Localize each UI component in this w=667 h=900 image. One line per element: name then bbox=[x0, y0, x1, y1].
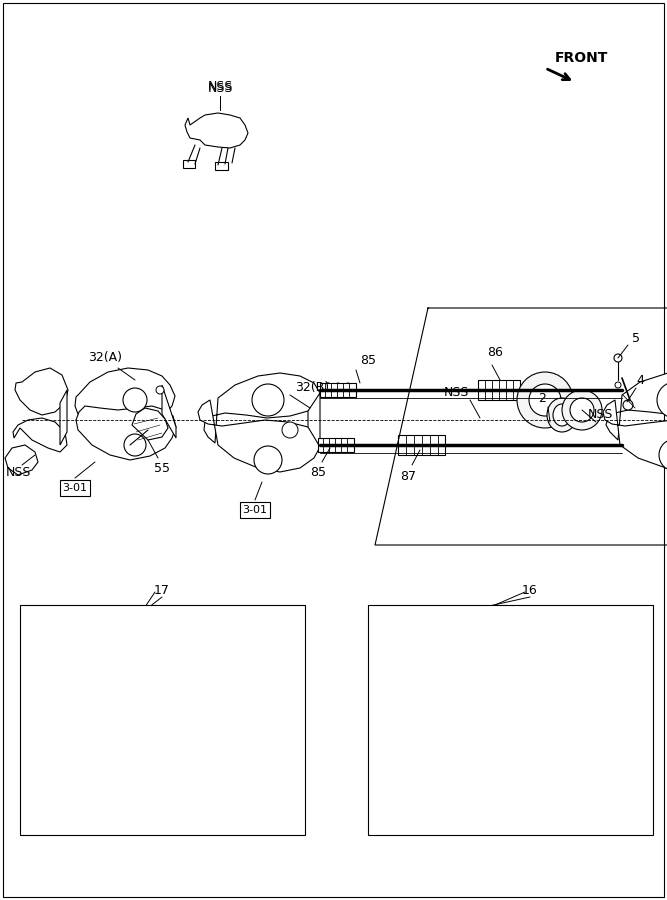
Text: 3-01: 3-01 bbox=[63, 483, 87, 493]
Ellipse shape bbox=[432, 686, 484, 744]
Bar bbox=[20, 605, 305, 835]
Circle shape bbox=[529, 384, 561, 416]
Ellipse shape bbox=[441, 695, 475, 735]
Circle shape bbox=[282, 422, 298, 438]
Text: NSS: NSS bbox=[444, 385, 469, 399]
Ellipse shape bbox=[553, 404, 571, 426]
Ellipse shape bbox=[324, 383, 332, 397]
Polygon shape bbox=[398, 435, 445, 455]
Polygon shape bbox=[204, 373, 320, 443]
Polygon shape bbox=[548, 688, 592, 712]
Text: 5: 5 bbox=[632, 331, 640, 345]
Text: 85: 85 bbox=[582, 653, 598, 667]
Polygon shape bbox=[60, 390, 67, 445]
Text: 85: 85 bbox=[310, 465, 326, 479]
Text: 5: 5 bbox=[566, 632, 574, 644]
Text: NSS: NSS bbox=[418, 649, 443, 662]
Polygon shape bbox=[606, 370, 667, 440]
Ellipse shape bbox=[547, 398, 577, 432]
Polygon shape bbox=[5, 445, 38, 475]
Circle shape bbox=[156, 386, 164, 394]
Circle shape bbox=[623, 400, 633, 410]
Text: NSS: NSS bbox=[5, 465, 31, 479]
Circle shape bbox=[570, 398, 594, 422]
Circle shape bbox=[252, 384, 284, 416]
Circle shape bbox=[548, 656, 556, 664]
Circle shape bbox=[156, 426, 164, 434]
Circle shape bbox=[615, 382, 621, 388]
Text: 32(A): 32(A) bbox=[88, 352, 122, 365]
Polygon shape bbox=[82, 685, 94, 695]
Text: 85: 85 bbox=[360, 354, 376, 366]
Polygon shape bbox=[215, 162, 228, 170]
Polygon shape bbox=[183, 160, 195, 168]
Circle shape bbox=[657, 382, 667, 418]
Polygon shape bbox=[132, 408, 168, 440]
Text: NSS: NSS bbox=[72, 632, 97, 644]
Polygon shape bbox=[138, 668, 205, 718]
Text: 3-01: 3-01 bbox=[243, 505, 267, 515]
Ellipse shape bbox=[454, 696, 486, 734]
Circle shape bbox=[517, 372, 573, 428]
Text: 4: 4 bbox=[636, 374, 644, 386]
Circle shape bbox=[562, 390, 602, 430]
Polygon shape bbox=[320, 383, 356, 397]
Ellipse shape bbox=[548, 684, 592, 692]
Circle shape bbox=[614, 354, 622, 362]
Text: NSS: NSS bbox=[207, 82, 233, 94]
Text: 2: 2 bbox=[538, 392, 546, 404]
Circle shape bbox=[659, 439, 667, 471]
Polygon shape bbox=[198, 400, 320, 472]
Circle shape bbox=[254, 446, 282, 474]
Polygon shape bbox=[75, 368, 175, 418]
Polygon shape bbox=[185, 113, 248, 148]
Text: 55: 55 bbox=[154, 462, 170, 474]
Polygon shape bbox=[478, 380, 520, 400]
Ellipse shape bbox=[325, 383, 331, 397]
Polygon shape bbox=[13, 418, 67, 452]
Text: 16: 16 bbox=[522, 583, 538, 597]
Circle shape bbox=[124, 434, 146, 456]
Polygon shape bbox=[162, 385, 176, 438]
Polygon shape bbox=[78, 678, 115, 708]
Ellipse shape bbox=[548, 708, 592, 716]
Polygon shape bbox=[308, 393, 320, 447]
Circle shape bbox=[195, 690, 205, 700]
Circle shape bbox=[143, 685, 153, 695]
Polygon shape bbox=[603, 400, 667, 472]
Polygon shape bbox=[108, 630, 180, 668]
Text: 32(B): 32(B) bbox=[295, 382, 329, 394]
Text: NSS: NSS bbox=[588, 409, 613, 421]
Text: FRONT: FRONT bbox=[555, 51, 608, 65]
Polygon shape bbox=[76, 406, 176, 460]
Circle shape bbox=[123, 388, 147, 412]
Text: NSS: NSS bbox=[207, 79, 233, 93]
Text: 86: 86 bbox=[487, 346, 503, 358]
Polygon shape bbox=[15, 368, 68, 415]
Polygon shape bbox=[318, 438, 354, 452]
Bar bbox=[368, 605, 653, 835]
Ellipse shape bbox=[334, 383, 342, 397]
Text: 17: 17 bbox=[154, 583, 170, 597]
Ellipse shape bbox=[344, 383, 352, 397]
Ellipse shape bbox=[445, 687, 495, 743]
Text: 87: 87 bbox=[400, 470, 416, 482]
